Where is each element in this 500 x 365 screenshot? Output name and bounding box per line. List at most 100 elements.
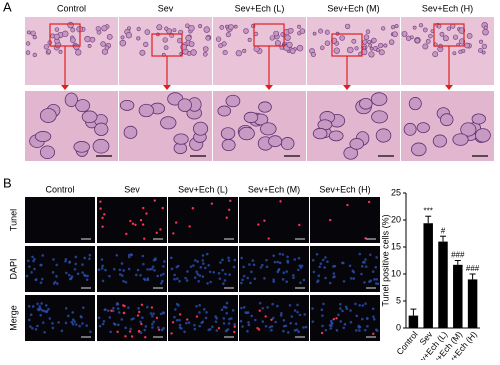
cell (243, 111, 259, 124)
cell (403, 122, 417, 136)
nucleus (197, 279, 200, 283)
nucleus (116, 307, 120, 310)
nucleus (278, 252, 282, 256)
nucleus (349, 320, 353, 324)
tunel-spot (139, 218, 143, 222)
nucleus (151, 322, 154, 326)
nucleus (228, 273, 231, 276)
nucleus (198, 311, 201, 314)
nucleus (321, 324, 324, 328)
tunel-spot (332, 318, 336, 321)
nucleus (101, 322, 105, 326)
nucleus (302, 278, 306, 282)
nucleus (224, 306, 228, 309)
nucleus (136, 268, 140, 272)
cell (202, 51, 208, 57)
nucleus (272, 278, 275, 282)
cell (222, 50, 228, 56)
cell (452, 34, 459, 40)
nucleus (37, 308, 41, 312)
cell (39, 145, 56, 160)
nucleus (286, 331, 290, 334)
nucleus (271, 302, 274, 306)
nucleus (240, 281, 243, 285)
column-header: Sev (124, 184, 140, 194)
cell (160, 116, 177, 130)
panel-label: A (3, 0, 12, 14)
nucleus (349, 277, 353, 280)
cell (324, 29, 330, 35)
cell (25, 50, 31, 55)
cell (258, 101, 272, 113)
nucleus (282, 329, 285, 333)
nucleus (352, 270, 356, 274)
fluorescence-image (25, 295, 95, 341)
tunel-spot (137, 310, 141, 314)
nucleus (328, 324, 332, 327)
nucleus (319, 262, 323, 266)
tunel-spot (144, 335, 147, 339)
cell (318, 28, 324, 34)
column-header: Control (57, 3, 86, 13)
nucleus (60, 329, 64, 333)
nucleus (252, 263, 256, 267)
nucleus (343, 322, 347, 326)
nucleus (112, 267, 116, 271)
nucleus (240, 256, 244, 260)
nucleus (39, 281, 43, 284)
cell (363, 34, 370, 40)
nucleus (364, 258, 367, 261)
cell (482, 28, 489, 36)
nucleus (230, 317, 233, 320)
nucleus (272, 254, 276, 257)
nucleus (141, 316, 144, 319)
cell (53, 33, 60, 40)
nucleus (265, 258, 268, 262)
cell (388, 39, 395, 45)
nucleus (207, 263, 211, 267)
nucleus (292, 273, 295, 277)
nucleus (322, 302, 325, 306)
nucleus (162, 327, 165, 330)
cell (475, 128, 491, 143)
nucleus (324, 276, 327, 280)
cell (464, 42, 470, 49)
cell (32, 35, 37, 40)
nucleus (67, 314, 70, 318)
arrow-head (445, 85, 453, 90)
nucleus (227, 259, 231, 262)
nucleus (258, 301, 262, 305)
nucleus (36, 324, 39, 328)
cell (58, 49, 63, 54)
nucleus (31, 305, 35, 308)
nucleus (303, 313, 307, 316)
nucleus (146, 278, 150, 282)
tunel-spot (233, 325, 236, 328)
cell (362, 39, 368, 45)
cell (32, 52, 37, 58)
cell (247, 37, 252, 42)
nucleus (122, 279, 125, 283)
nucleus (173, 315, 176, 319)
cell (138, 103, 154, 118)
nucleus (332, 272, 336, 275)
cell (378, 49, 385, 56)
nucleus (358, 329, 361, 332)
nucleus (294, 322, 298, 326)
nucleus (65, 271, 68, 275)
nucleus (152, 320, 156, 324)
nucleus (369, 253, 372, 257)
cell (362, 45, 367, 50)
nucleus (120, 274, 124, 277)
arrow-head (265, 85, 273, 90)
nucleus (246, 311, 250, 314)
nucleus (68, 261, 71, 264)
bar (408, 315, 419, 328)
nucleus (124, 326, 127, 330)
cell (481, 50, 486, 55)
nucleus (324, 328, 328, 332)
bar (423, 223, 433, 328)
nucleus (44, 304, 48, 307)
nucleus (108, 316, 112, 319)
cell (92, 138, 110, 154)
